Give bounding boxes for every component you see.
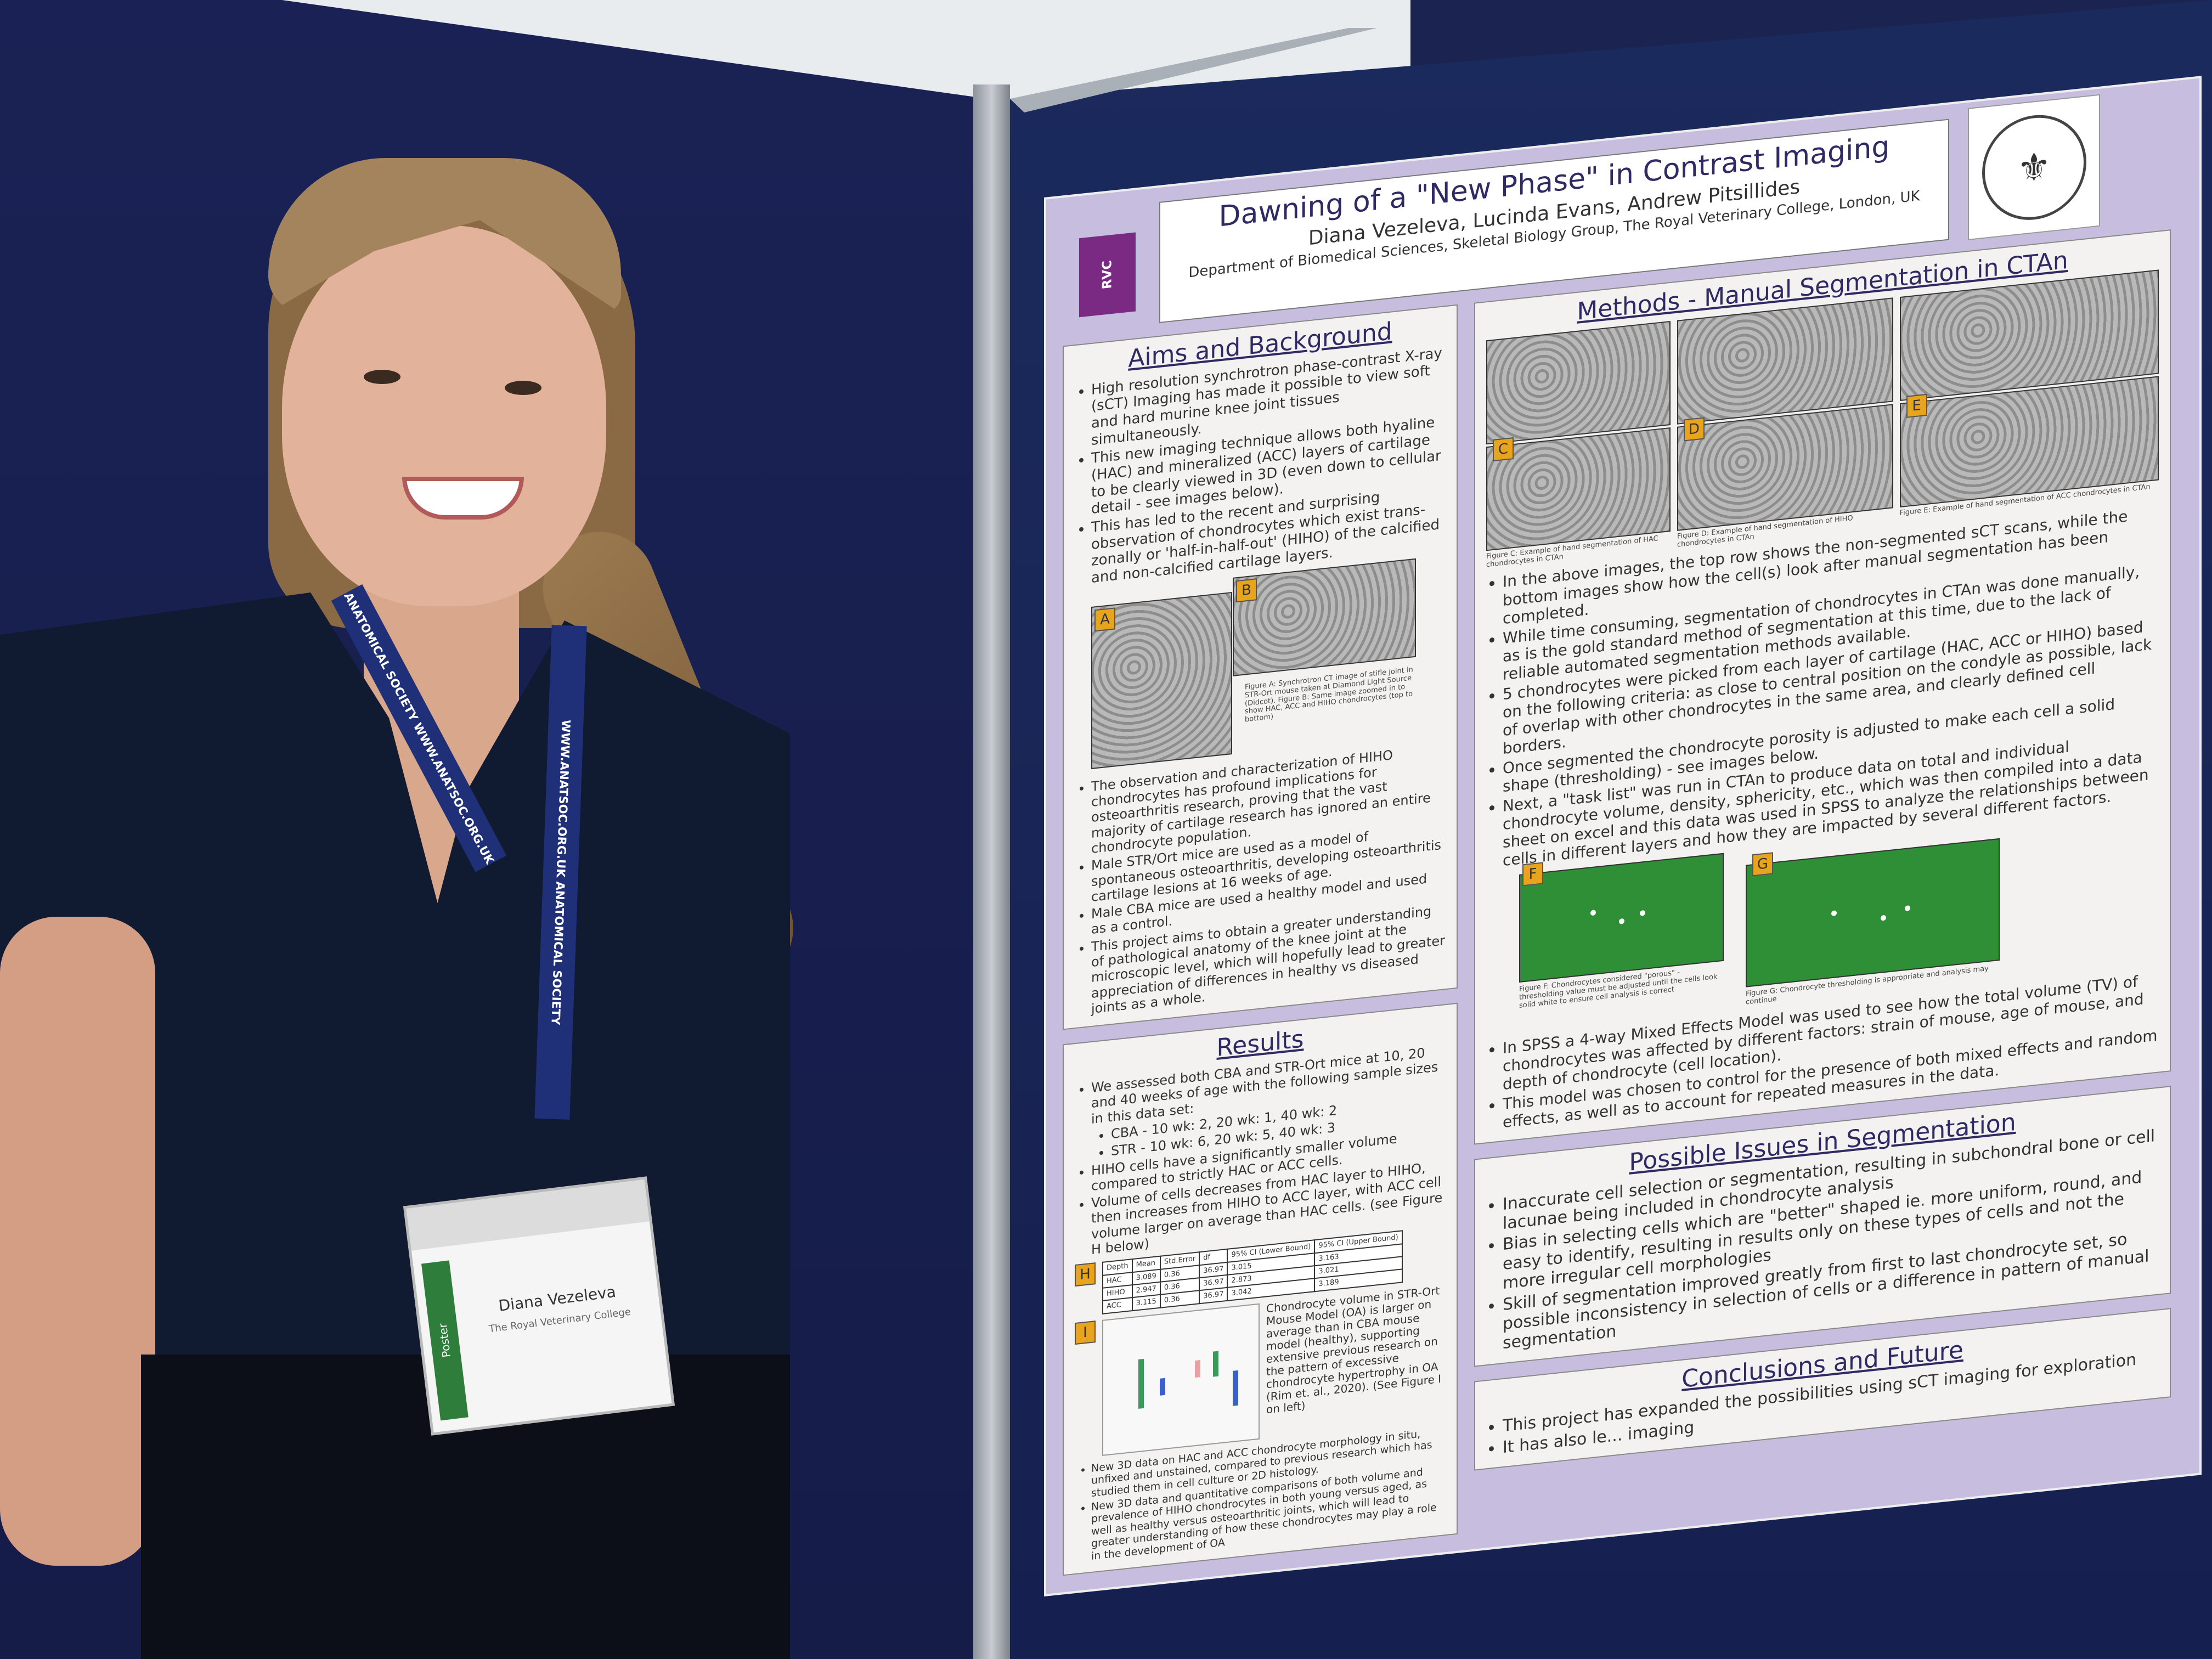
results-panel: Results We assessed both CBA and STR-Ort… [1063,1003,1458,1576]
figure-c-top [1486,320,1671,444]
rvc-logo: RVC [1079,232,1136,318]
figure-g-tag: G [1752,852,1773,877]
figure-f-image: F [1519,853,1724,983]
figure-d-tag: D [1683,417,1705,442]
figure-a-tag: A [1094,607,1115,631]
boxplot-box [1195,1359,1200,1378]
figure-i-boxplot [1102,1303,1260,1456]
figure-i-tag: I [1075,1320,1096,1345]
figure-e-tag: E [1906,393,1927,418]
boxplot-box [1213,1351,1218,1377]
research-poster: RVC Dawning of a "New Phase" in Contrast… [1044,76,2202,1596]
figure-d-bottom: D [1677,403,1893,531]
figure-c-tag: C [1493,437,1514,461]
face [282,225,606,606]
boxplot-box [1233,1370,1238,1406]
figure-c-bottom: C [1486,427,1671,551]
figure-b-image: B [1233,558,1416,676]
table-cell: 36.97 [1199,1288,1228,1304]
badge-category: Poster [421,1260,469,1421]
arm [0,917,155,1566]
table-cell: 3.115 [1132,1295,1160,1311]
smile [402,477,524,520]
society-seal-icon: ⚜ [1982,109,2086,225]
methods-panel: Methods - Manual Segmentation in CTAn C … [1474,229,2171,1145]
figure-h-tag: H [1075,1262,1096,1287]
figure-b-tag: B [1236,578,1257,602]
table-cell: ACC [1103,1297,1132,1314]
anatomical-society-logo: ⚜ [1968,94,2100,241]
eye [505,381,541,395]
eye [364,370,400,384]
figure-d-top [1677,297,1893,425]
boxplot-box [1138,1358,1144,1409]
figure-f-tag: F [1522,862,1543,887]
figure-a-image: A [1091,591,1232,769]
boxplot-box [1160,1378,1165,1396]
aims-panel: Aims and Background High resolution sync… [1063,304,1458,1030]
figure-g-image: G [1746,838,2000,988]
figure-ab-caption: Figure A: Synchrotron CT image of stifle… [1245,665,1413,724]
figure-ab: A B Figure A: Synchrotron CT image of st… [1075,555,1446,775]
figure-i-description: Chondrocyte volume in STR-Ort Mouse Mode… [1266,1283,1442,1417]
name-badge: Poster Diana Vezeleva The Royal Veterina… [403,1176,675,1436]
board-frame-post [973,84,1010,1659]
